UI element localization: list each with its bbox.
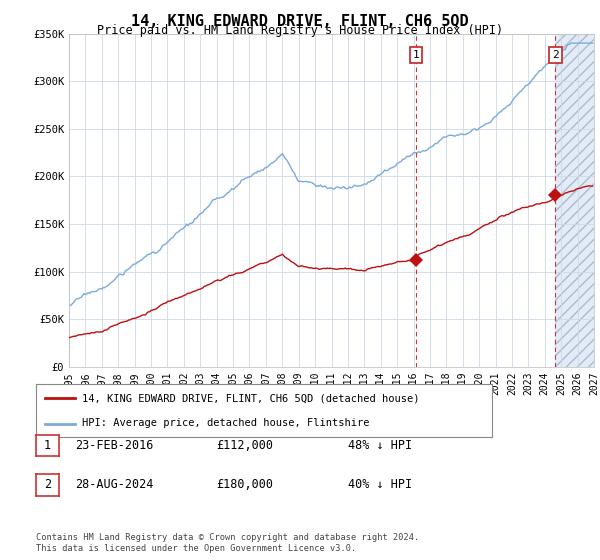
Text: Contains HM Land Registry data © Crown copyright and database right 2024.
This d: Contains HM Land Registry data © Crown c… bbox=[36, 533, 419, 553]
Text: £180,000: £180,000 bbox=[216, 478, 273, 491]
Text: 1: 1 bbox=[44, 439, 51, 452]
Text: 14, KING EDWARD DRIVE, FLINT, CH6 5QD (detached house): 14, KING EDWARD DRIVE, FLINT, CH6 5QD (d… bbox=[82, 394, 419, 404]
Text: 28-AUG-2024: 28-AUG-2024 bbox=[75, 478, 154, 491]
Text: 14, KING EDWARD DRIVE, FLINT, CH6 5QD: 14, KING EDWARD DRIVE, FLINT, CH6 5QD bbox=[131, 14, 469, 29]
Text: £112,000: £112,000 bbox=[216, 438, 273, 452]
Bar bbox=[556, 34, 594, 367]
Text: Price paid vs. HM Land Registry's House Price Index (HPI): Price paid vs. HM Land Registry's House … bbox=[97, 24, 503, 37]
Text: 23-FEB-2016: 23-FEB-2016 bbox=[75, 438, 154, 452]
Text: 2: 2 bbox=[552, 50, 559, 60]
Text: 48% ↓ HPI: 48% ↓ HPI bbox=[348, 438, 412, 452]
Text: 40% ↓ HPI: 40% ↓ HPI bbox=[348, 478, 412, 491]
Text: HPI: Average price, detached house, Flintshire: HPI: Average price, detached house, Flin… bbox=[82, 418, 369, 428]
Bar bbox=[556, 34, 594, 367]
Text: 2: 2 bbox=[44, 478, 51, 492]
Text: 1: 1 bbox=[412, 50, 419, 60]
